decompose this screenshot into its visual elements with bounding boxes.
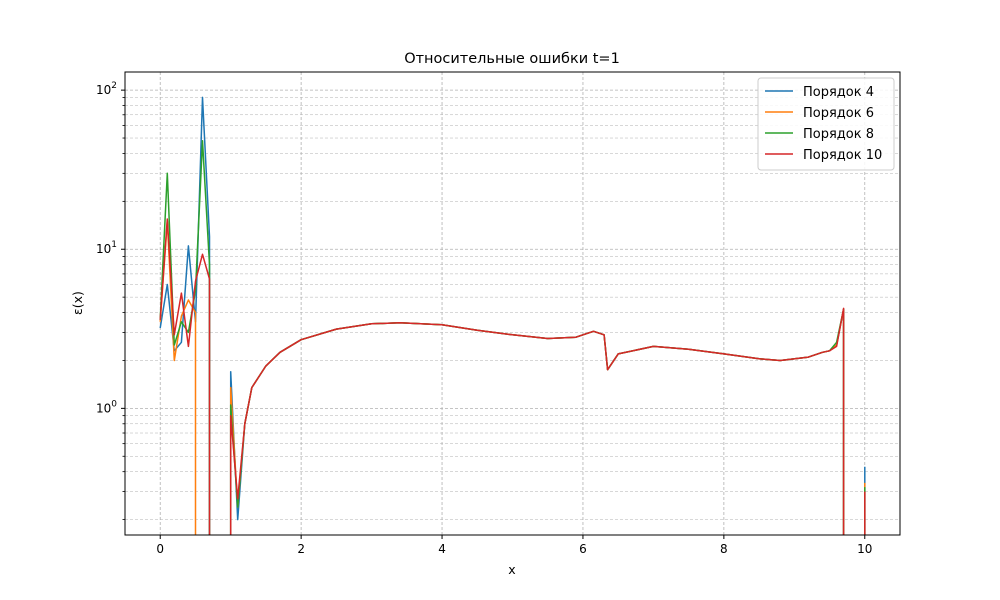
plot-frame xyxy=(124,71,901,536)
y-axis-ticks: 100 101 102 xyxy=(96,81,125,520)
x-tick-label: 8 xyxy=(720,542,728,556)
legend: Порядок 4 Порядок 6 Порядок 8 Порядок 10 xyxy=(757,77,895,171)
y-tick-label: 101 xyxy=(96,240,117,256)
x-axis-ticks: 0 2 4 6 8 10 xyxy=(156,535,872,556)
y-tick-label: 100 xyxy=(96,399,117,415)
x-tick-label: 2 xyxy=(297,542,305,556)
x-tick-label: 4 xyxy=(438,542,446,556)
x-tick-label: 6 xyxy=(579,542,587,556)
series-line-4 xyxy=(159,218,866,535)
legend-label: Порядок 10 xyxy=(803,148,882,163)
legend-box xyxy=(757,77,895,171)
y-axis-label: ε(x) xyxy=(70,291,85,315)
chart-title: Относительные ошибки t=1 xyxy=(404,51,620,67)
legend-label: Порядок 4 xyxy=(803,85,874,100)
legend-label: Порядок 8 xyxy=(803,127,874,142)
x-tick-label: 0 xyxy=(156,542,164,556)
x-axis-label: x xyxy=(508,562,515,577)
legend-label: Порядок 6 xyxy=(803,106,874,121)
series-lines xyxy=(159,96,866,535)
y-tick-label: 102 xyxy=(96,81,117,97)
x-tick-label: 10 xyxy=(857,542,872,556)
